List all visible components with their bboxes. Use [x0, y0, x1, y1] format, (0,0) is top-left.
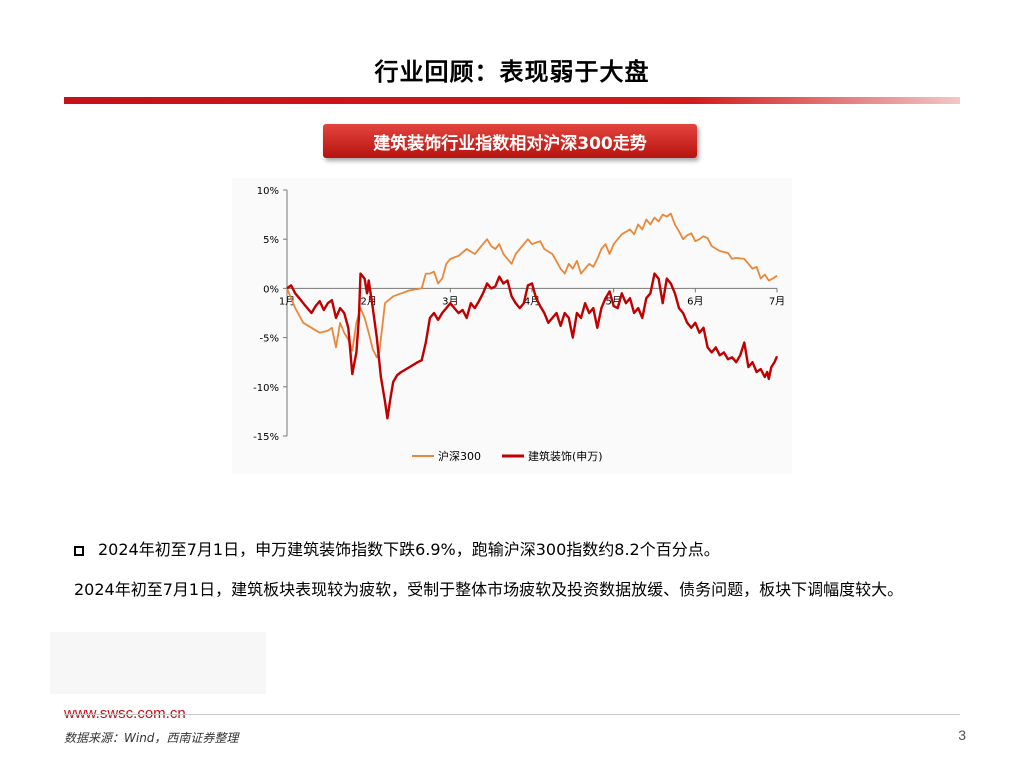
square-bullet-icon — [74, 546, 84, 556]
footer-divider — [64, 714, 960, 715]
page-number: 3 — [958, 727, 966, 743]
title-divider — [64, 97, 960, 104]
page-title: 行业回顾：表现弱于大盘 — [374, 58, 650, 86]
x-tick-label: 7月 — [769, 295, 785, 307]
series-line-building — [286, 272, 779, 420]
y-tick-label: 10% — [257, 186, 279, 197]
summary-paragraph: 2024年初至7月1日，建筑板块表现较为疲软，受制于整体市场疲软及投资数据放缓、… — [74, 580, 904, 599]
data-source: 数据来源：Wind，西南证券整理 — [64, 731, 239, 745]
x-tick-label: 6月 — [687, 295, 703, 307]
chart-heading: 建筑装饰行业指数相对沪深300走势 — [323, 124, 697, 158]
note-placeholder — [50, 632, 266, 694]
x-tick-label: 3月 — [442, 295, 458, 307]
y-tick-label: -10% — [253, 383, 279, 394]
chart-container: 10% 5% 0% -5% -10% -15% 1月 2月 3月 4月 5月 6月 7月 沪深300 建筑装… — [232, 178, 792, 474]
series-line-hs300 — [286, 212, 778, 359]
bullet-text: 2024年初至7月1日，申万建筑装饰指数下跌6.9%，跑输沪深300指数约8.2… — [98, 540, 720, 559]
legend-label: 沪深300 — [438, 449, 481, 463]
y-tick-label: 5% — [263, 235, 279, 246]
website-link[interactable]: www.swsc.com.cn — [64, 705, 186, 722]
legend-label: 建筑装饰(申万) — [528, 449, 603, 463]
bullet-point: 2024年初至7月1日，申万建筑装饰指数下跌6.9%，跑输沪深300指数约8.2… — [74, 538, 720, 562]
y-tick-label: 0% — [263, 284, 279, 295]
x-tick-label: 2月 — [360, 295, 376, 307]
y-tick-label: -15% — [253, 432, 279, 443]
y-tick-label: -5% — [260, 334, 279, 345]
